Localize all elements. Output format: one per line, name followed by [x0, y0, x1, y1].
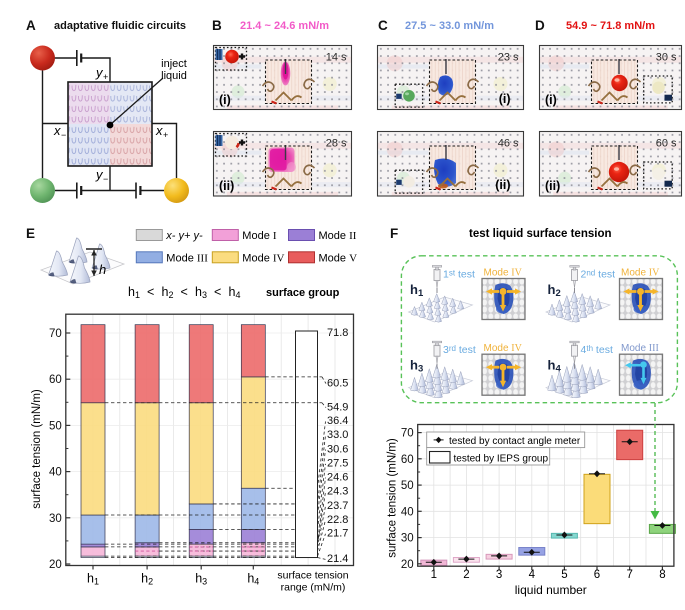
svg-text:y: y — [95, 167, 104, 182]
svg-text:(ii): (ii) — [545, 179, 560, 193]
svg-text:24.6: 24.6 — [327, 471, 348, 483]
svg-text:23 s: 23 s — [498, 51, 519, 63]
svg-text:23.7: 23.7 — [327, 500, 348, 512]
svg-text:33.0: 33.0 — [327, 429, 348, 441]
svg-text:71.8: 71.8 — [327, 327, 348, 339]
svg-text:60 s: 60 s — [656, 138, 677, 150]
svg-text:range (mN/m): range (mN/m) — [281, 582, 346, 594]
svg-text:2nd test: 2nd test — [581, 268, 616, 280]
svg-text:3: 3 — [496, 569, 502, 581]
svg-text:30: 30 — [49, 513, 62, 525]
svg-text:20: 20 — [49, 559, 62, 571]
svg-text:+: + — [163, 130, 168, 140]
svg-text:36.4: 36.4 — [327, 415, 348, 427]
svg-text:h1: h1 — [87, 572, 99, 587]
svg-text:2: 2 — [463, 569, 469, 581]
svg-text:7: 7 — [626, 569, 632, 581]
svg-text:(ii): (ii) — [495, 178, 510, 192]
svg-text:6: 6 — [594, 569, 600, 581]
svg-text:4: 4 — [529, 569, 536, 581]
svg-text:h: h — [99, 262, 106, 277]
svg-text:30 s: 30 s — [656, 51, 677, 63]
svg-text:surface tension (mN/m): surface tension (mN/m) — [387, 438, 399, 558]
svg-text:20: 20 — [401, 559, 414, 571]
svg-text:21.7: 21.7 — [327, 528, 348, 540]
svg-text:x: x — [53, 123, 61, 138]
svg-text:(ii): (ii) — [219, 179, 234, 193]
svg-text:24.3: 24.3 — [327, 486, 348, 498]
svg-text:+: + — [103, 72, 108, 82]
svg-text:x- y+ y-: x- y+ y- — [165, 230, 203, 242]
svg-text:Mode IV: Mode IV — [484, 268, 523, 279]
svg-text:y: y — [95, 65, 104, 80]
svg-text:Mode IV: Mode IV — [242, 252, 284, 264]
svg-text:21.4: 21.4 — [327, 553, 348, 565]
svg-text:−: − — [61, 130, 66, 140]
svg-text:inject: inject — [161, 58, 187, 70]
svg-text:28 s: 28 s — [326, 138, 347, 150]
svg-text:60: 60 — [401, 454, 414, 466]
svg-text:70: 70 — [401, 428, 414, 440]
svg-text:4th test: 4th test — [581, 344, 613, 356]
svg-text:h1: h1 — [410, 282, 424, 299]
svg-text:Mode II: Mode II — [319, 230, 357, 242]
svg-text:1st test: 1st test — [443, 268, 475, 280]
svg-text:Mode V: Mode V — [319, 252, 358, 264]
svg-text:h1<h2<h3<h4: h1 < h2 < h3 < h4 — [128, 285, 240, 300]
svg-text:liquid: liquid — [161, 70, 187, 82]
svg-text:22.8: 22.8 — [327, 514, 348, 526]
svg-text:(i): (i) — [219, 93, 231, 107]
svg-text:40: 40 — [401, 506, 414, 518]
svg-text:30.6: 30.6 — [327, 443, 348, 455]
svg-text:(i): (i) — [545, 93, 557, 107]
svg-text:40: 40 — [49, 467, 62, 479]
svg-text:h3: h3 — [410, 358, 423, 375]
svg-text:54.9: 54.9 — [327, 401, 348, 413]
svg-text:Mode I: Mode I — [242, 230, 277, 242]
svg-text:(i): (i) — [499, 92, 511, 106]
svg-text:60.5: 60.5 — [327, 377, 348, 389]
svg-text:Mode IV: Mode IV — [621, 268, 660, 279]
svg-text:8: 8 — [659, 569, 665, 581]
svg-text:liquid number: liquid number — [515, 583, 587, 597]
svg-text:50: 50 — [401, 480, 414, 492]
svg-text:h3: h3 — [195, 572, 207, 587]
svg-text:70: 70 — [49, 328, 62, 340]
svg-text:−: − — [103, 174, 108, 184]
svg-text:60: 60 — [49, 374, 62, 386]
svg-text:surface tension: surface tension — [277, 570, 348, 582]
svg-text:Mode III: Mode III — [621, 343, 659, 354]
svg-text:Mode IV: Mode IV — [484, 343, 523, 354]
svg-text:50: 50 — [49, 420, 62, 432]
svg-text:1: 1 — [431, 569, 437, 581]
svg-text:Mode III: Mode III — [166, 252, 208, 264]
svg-text:3rd test: 3rd test — [443, 344, 476, 356]
svg-text:30: 30 — [401, 533, 414, 545]
svg-text:surface group: surface group — [266, 287, 340, 299]
svg-text:h2: h2 — [141, 572, 153, 587]
svg-text:surface tension (mN/m): surface tension (mN/m) — [31, 389, 43, 509]
svg-text:tested by contact angle meter: tested by contact angle meter — [449, 436, 581, 447]
svg-text:h2: h2 — [548, 282, 561, 299]
svg-text:5: 5 — [561, 569, 567, 581]
svg-text:27.5: 27.5 — [327, 458, 348, 470]
svg-text:14 s: 14 s — [326, 51, 347, 63]
svg-text:46 s: 46 s — [498, 138, 519, 150]
svg-text:x: x — [155, 123, 163, 138]
svg-text:h4: h4 — [247, 572, 259, 587]
svg-text:tested by IEPS group: tested by IEPS group — [454, 453, 549, 464]
